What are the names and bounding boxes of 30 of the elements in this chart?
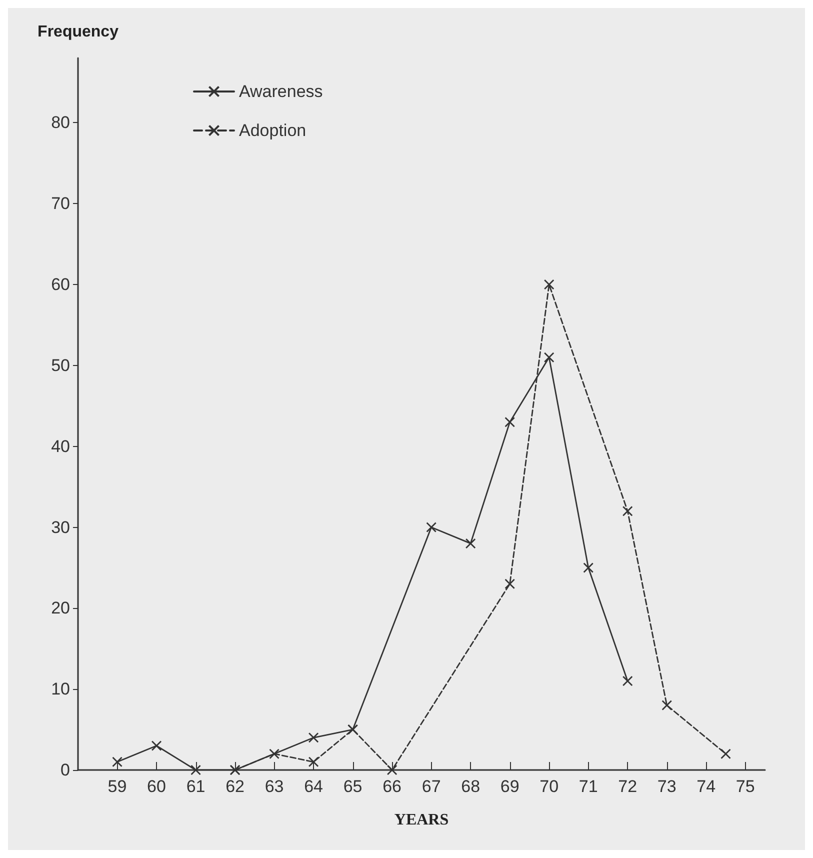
y-tick-label: 80: [51, 113, 70, 132]
x-tick-label: 63: [264, 777, 284, 796]
x-tick-label: 75: [736, 777, 755, 796]
x-tick-label: 65: [343, 777, 362, 796]
x-tick-label: 61: [186, 777, 206, 796]
x-tick-label: 67: [422, 777, 441, 796]
x-tick-label: 69: [500, 777, 520, 796]
y-tick-label: 30: [51, 518, 70, 537]
x-tick-label: 73: [657, 777, 676, 796]
x-tick-label: 72: [618, 777, 638, 796]
x-tick-label: 64: [304, 777, 324, 796]
x-tick-label: 66: [382, 777, 402, 796]
x-axis-title: YEARS: [394, 812, 449, 828]
x-tick-label: 62: [226, 777, 244, 796]
legend-label: Awareness: [239, 82, 323, 101]
y-tick-label: 10: [51, 680, 70, 699]
legend-label: Adoption: [239, 121, 306, 140]
y-tick-label: 40: [51, 436, 70, 456]
x-tick-label: 71: [578, 777, 598, 796]
y-tick-label: 0: [60, 760, 70, 780]
y-axis-title: Frequency: [38, 24, 119, 40]
x-tick-label: 70: [540, 777, 559, 796]
y-tick-label: 60: [51, 275, 70, 294]
y-tick-label: 50: [51, 356, 70, 375]
y-tick-label: 70: [51, 194, 70, 214]
x-tick-label: 74: [696, 777, 716, 796]
x-tick-label: 68: [461, 777, 480, 796]
y-tick-label: 20: [51, 598, 70, 618]
x-tick-label: 59: [108, 777, 127, 796]
x-tick-label: 60: [147, 777, 166, 796]
